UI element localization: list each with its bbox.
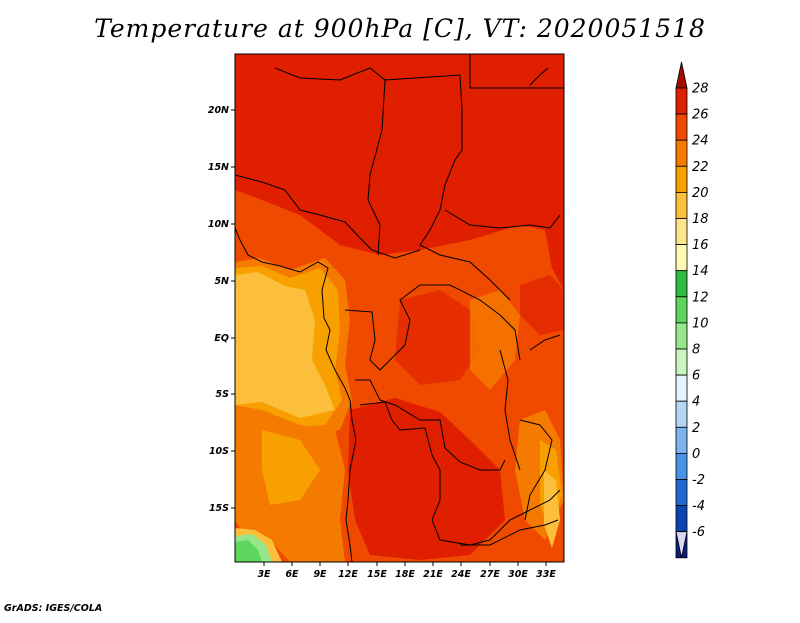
field-26-28-congo bbox=[395, 290, 480, 385]
lat-label: 10N bbox=[208, 219, 229, 230]
lon-label: 6E bbox=[285, 569, 299, 580]
colorbar-segment bbox=[675, 218, 688, 246]
field-18-20-ocean bbox=[235, 272, 335, 418]
lon-label: 12E bbox=[338, 569, 358, 580]
border-rift bbox=[499, 349, 521, 471]
lon-label: 9E bbox=[313, 569, 327, 580]
lon-label: 30E bbox=[508, 569, 528, 580]
border-angola-zambia bbox=[359, 401, 561, 546]
lat-label: 5N bbox=[214, 276, 229, 287]
colorbar-level-label: 26 bbox=[692, 108, 709, 123]
colorbar-level-label: 0 bbox=[692, 447, 700, 462]
colorbar-min-triangle bbox=[675, 531, 688, 558]
longitude-axis: 3E 6E 9E 12E 15E 18E 21E 24E 27E 30E 33E bbox=[257, 562, 556, 580]
grads-credit: GrADS: IGES/COLA bbox=[4, 603, 103, 614]
colorbar-level-label: 2 bbox=[692, 421, 700, 436]
lat-label: EQ bbox=[214, 333, 229, 344]
colorbar-level-label: 8 bbox=[692, 343, 700, 358]
field-20-22-southwest bbox=[262, 430, 320, 505]
border-sinai bbox=[529, 67, 549, 86]
colorbar-level-label: 12 bbox=[692, 290, 709, 305]
colorbar-level-label: 10 bbox=[692, 316, 709, 331]
colorbar-segment bbox=[675, 244, 688, 272]
lon-label: 21E bbox=[423, 569, 443, 580]
lon-label: 18E bbox=[395, 569, 415, 580]
colorbar-level-label: 24 bbox=[692, 134, 709, 149]
country-borders bbox=[235, 54, 564, 562]
colorbar-level-label: 6 bbox=[692, 369, 700, 384]
border-car-north bbox=[371, 249, 421, 259]
colorbar-segment bbox=[675, 400, 688, 428]
colorbar-segment bbox=[675, 165, 688, 193]
colorbar-level-label: -2 bbox=[692, 473, 705, 488]
colorbar-segment bbox=[675, 505, 688, 533]
map-frame bbox=[234, 53, 565, 563]
border-uganda bbox=[529, 334, 561, 351]
colorbar-level-label: 14 bbox=[692, 264, 709, 279]
field-26-28-south bbox=[348, 398, 505, 560]
colorbar-level-label: 20 bbox=[692, 186, 709, 201]
colorbar-level-label: 4 bbox=[692, 395, 700, 410]
colorbar-level-label: 16 bbox=[692, 238, 709, 253]
border-niger-chad bbox=[274, 67, 386, 256]
colorbar-segment bbox=[675, 270, 688, 298]
colorbar-level-label: -4 bbox=[692, 499, 705, 514]
colorbar-segment bbox=[675, 139, 688, 167]
lat-label: 15S bbox=[209, 503, 229, 514]
field-26-28-east bbox=[520, 275, 564, 335]
border-sahel-1 bbox=[235, 174, 373, 251]
lat-label: 20N bbox=[208, 105, 229, 116]
lat-label: 10S bbox=[209, 446, 229, 457]
colorbar-level-label: -6 bbox=[692, 525, 705, 540]
colorbar-level-label: 22 bbox=[692, 160, 709, 175]
colorbar-segment bbox=[675, 191, 688, 219]
colorbar-segment bbox=[675, 452, 688, 480]
colorbar-level-label: 28 bbox=[692, 82, 709, 97]
coastline bbox=[235, 227, 357, 562]
colorbar-segment bbox=[675, 426, 688, 454]
temperature-field bbox=[235, 54, 564, 562]
border-south bbox=[460, 519, 559, 546]
border-malawi bbox=[519, 419, 553, 521]
field-14-16-corner bbox=[235, 540, 262, 562]
colorbar-segment bbox=[675, 374, 688, 402]
field-18-20-east bbox=[544, 470, 560, 548]
lon-label: 3E bbox=[257, 569, 271, 580]
lat-label: 15N bbox=[208, 162, 229, 173]
colorbar-segment bbox=[675, 322, 688, 350]
map-title: Temperature at 900hPa [C], VT: 202005151… bbox=[94, 14, 706, 43]
colorbar-max-triangle bbox=[675, 61, 688, 89]
latitude-axis: 20N 15N 10N 5N EQ 5S 10S 15S bbox=[208, 105, 235, 514]
colorbar-level-label: 18 bbox=[692, 212, 709, 227]
lon-label: 24E bbox=[451, 569, 471, 580]
lon-label: 33E bbox=[536, 569, 556, 580]
border-drc-angola bbox=[355, 379, 506, 471]
colorbar-segment bbox=[675, 479, 688, 507]
colorbar-segment bbox=[675, 113, 688, 141]
colorbar-segment bbox=[675, 296, 688, 324]
lon-label: 15E bbox=[367, 569, 387, 580]
field-22-24-rift bbox=[470, 290, 520, 390]
lon-label: 27E bbox=[480, 569, 500, 580]
border-chad-sudan bbox=[384, 74, 511, 301]
lat-label: 5S bbox=[216, 389, 230, 400]
border-sudan-south bbox=[444, 209, 561, 229]
border-egypt bbox=[469, 54, 564, 89]
colorbar-segment bbox=[675, 87, 688, 115]
colorbar-segment bbox=[675, 348, 688, 376]
border-congo-car bbox=[344, 284, 521, 371]
